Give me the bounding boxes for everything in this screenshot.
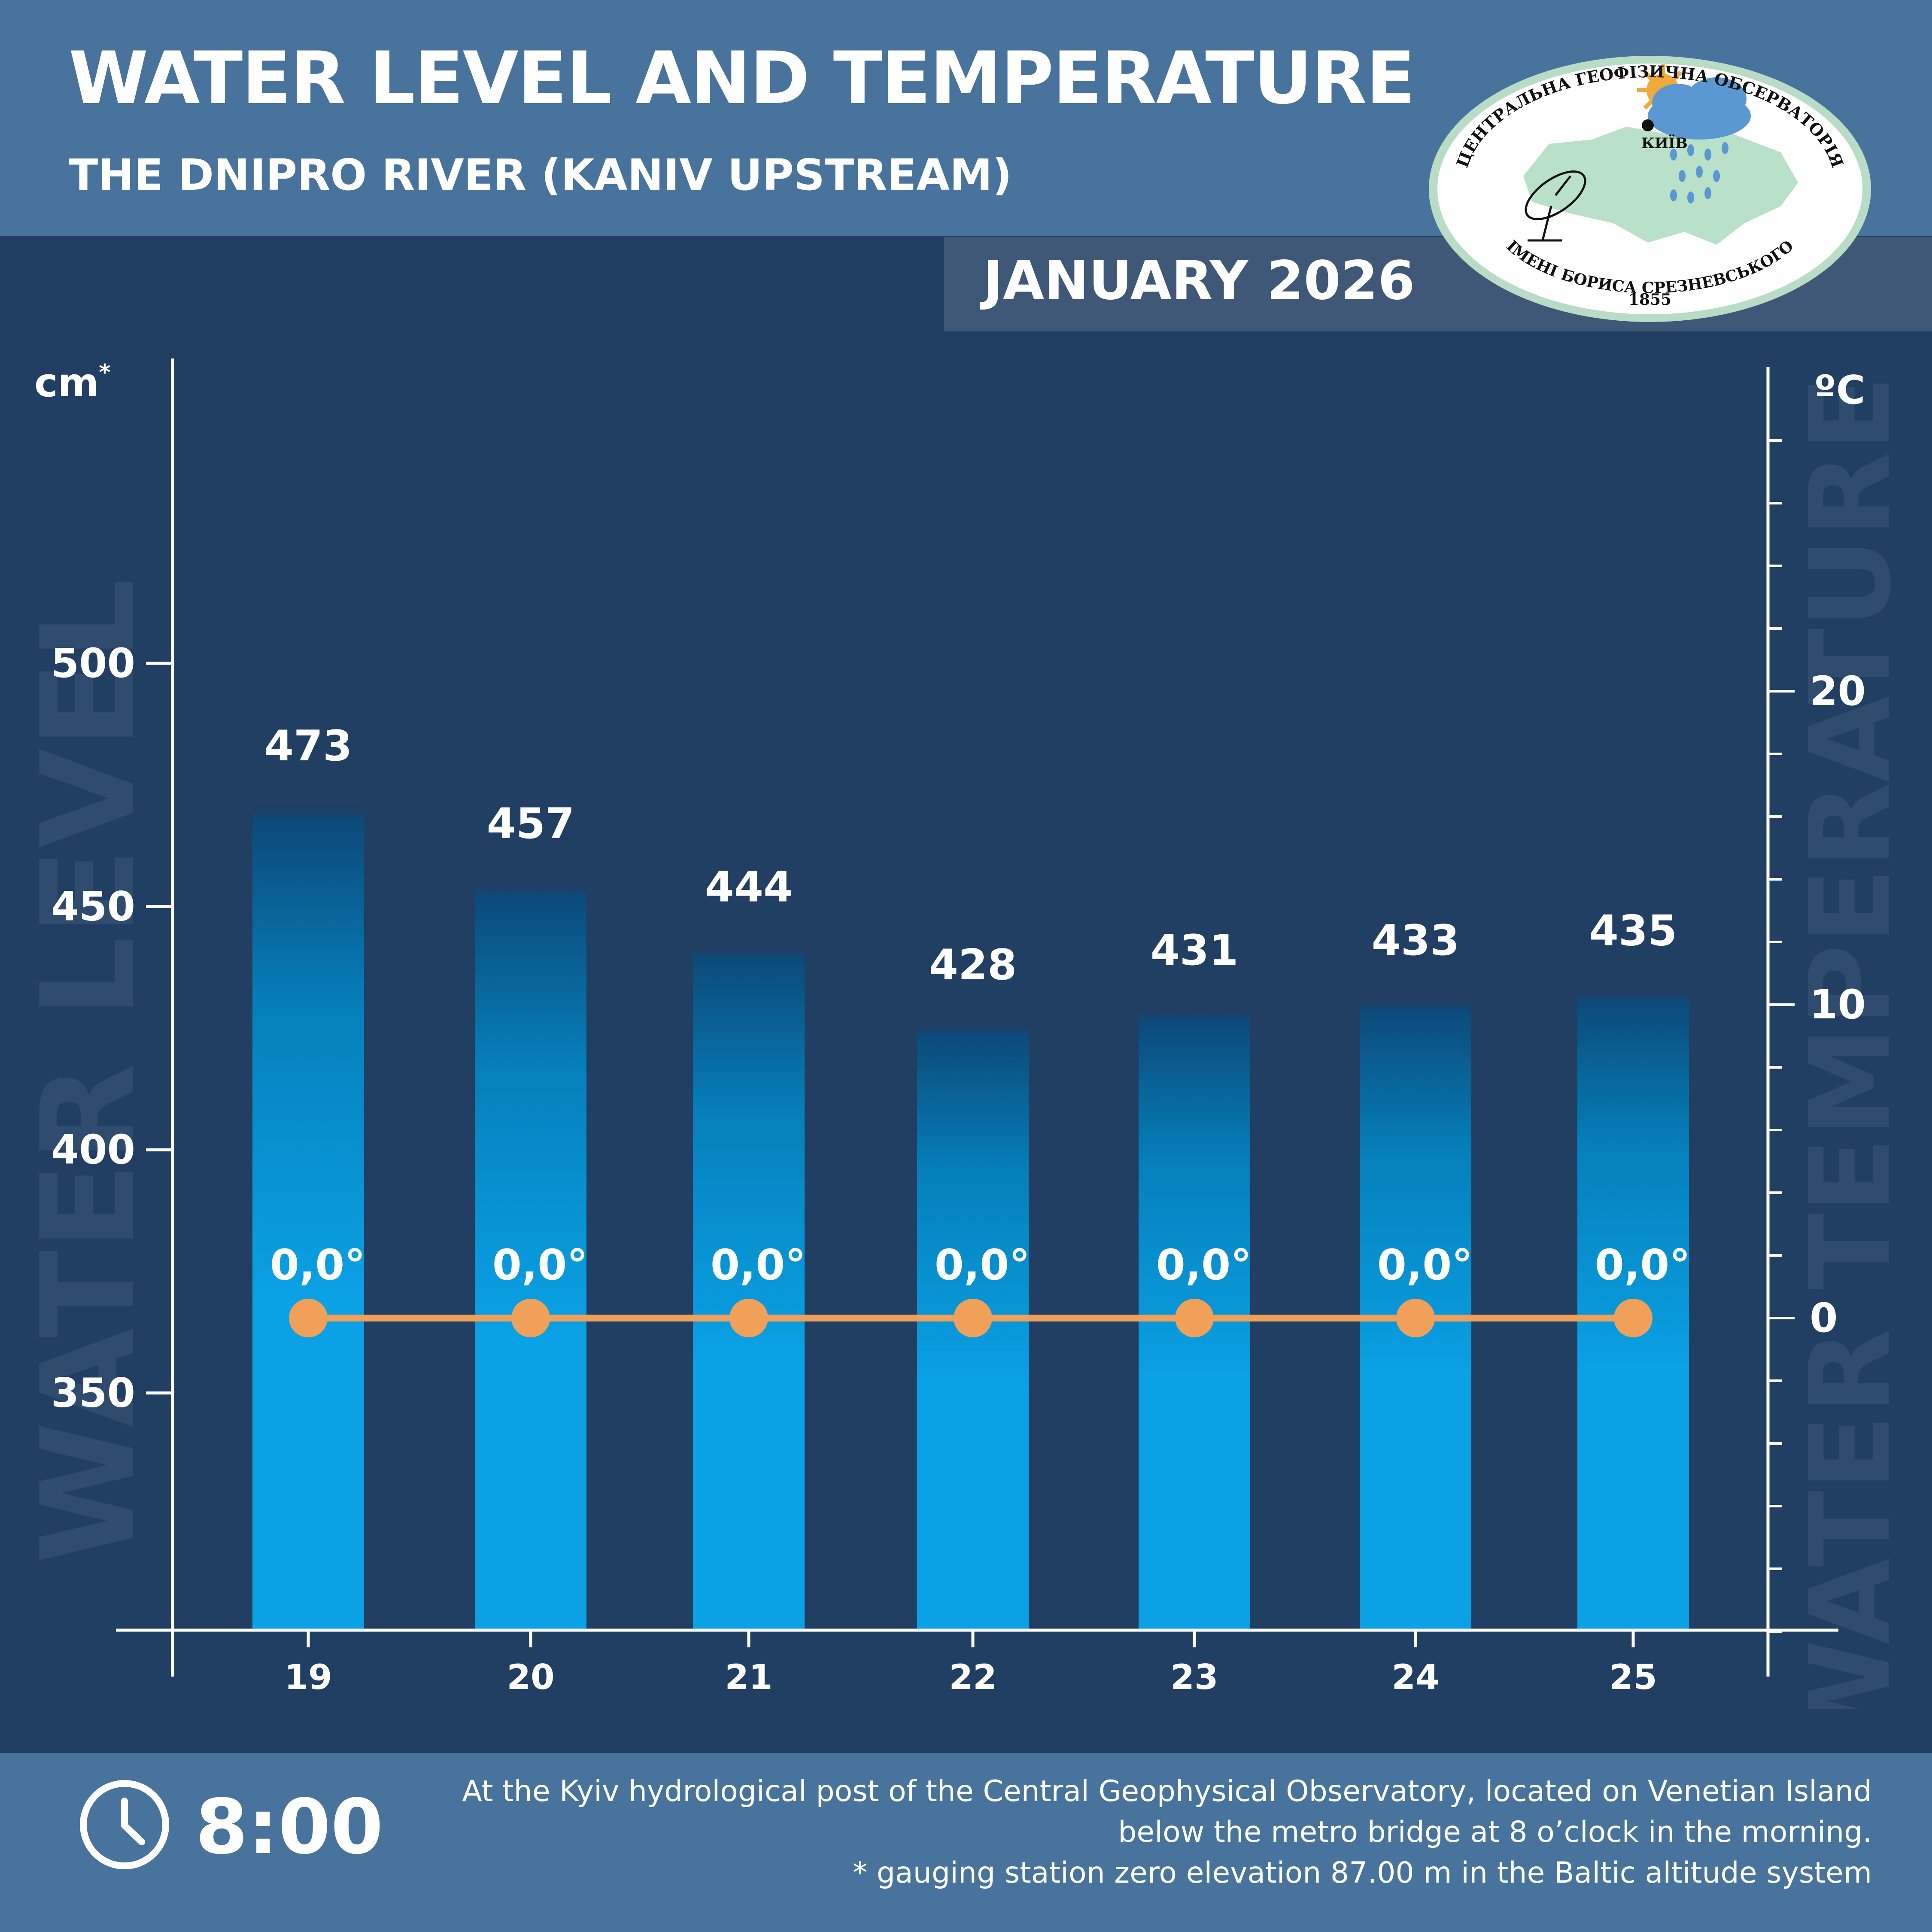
x-tick-label: 22 (949, 1657, 996, 1697)
logo-year: 1855 (1628, 291, 1671, 309)
right-tick-label: 10 (1810, 981, 1866, 1028)
left-tick-label: 350 (51, 1370, 135, 1417)
temperature-point (511, 1299, 550, 1337)
temperature-value-label: 0,0° (1595, 1241, 1691, 1290)
chart-title: WATER LEVEL AND TEMPERATURE (69, 36, 1416, 120)
temperature-value-label: 0,0° (270, 1241, 366, 1290)
kyiv-label: КИЇВ (1641, 134, 1688, 152)
temperature-point (1175, 1299, 1214, 1337)
right-tick-label: 20 (1810, 668, 1866, 715)
left-tick-label: 450 (51, 884, 135, 930)
temperature-value-label: 0,0° (492, 1241, 588, 1290)
temperature-value-label: 0,0° (1156, 1241, 1252, 1290)
temperature-point (1614, 1299, 1653, 1337)
right-axis-watermark: WATER TEMPERATURE (1786, 375, 1916, 1709)
right-axis-unit: ºC (1814, 367, 1865, 413)
bar-day-21 (693, 944, 805, 1630)
x-tick-label: 19 (284, 1657, 332, 1697)
chart-subtitle: THE DNIPRO RIVER (KANIV UPSTREAM) (69, 150, 1012, 200)
bar-value-label: 431 (1151, 926, 1239, 975)
bar-value-label: 435 (1589, 906, 1677, 955)
rain-cloud-icon (1648, 77, 1751, 204)
x-tick-label: 23 (1170, 1657, 1218, 1697)
footer-note-1: At the Kyiv hydrological post of the Cen… (462, 1774, 1872, 1808)
bar-value-label: 473 (264, 722, 352, 771)
x-tick-label: 24 (1391, 1657, 1439, 1697)
x-tick-label: 20 (507, 1657, 554, 1697)
x-tick-label: 21 (725, 1657, 772, 1697)
x-tick-label: 25 (1609, 1657, 1657, 1697)
observation-time: 8:00 (195, 1783, 383, 1871)
temperature-value-label: 0,0° (935, 1241, 1030, 1290)
right-tick-label: 0 (1810, 1295, 1838, 1342)
kyiv-dot (1642, 119, 1654, 131)
temperature-point (1396, 1299, 1435, 1337)
temperature-value-label: 0,0° (1377, 1241, 1473, 1290)
observatory-logo: КИЇВ ЦЕНТРАЛЬНА ГЕОФІЗИЧНА ОБСЕРВАТОРІЯ … (1429, 56, 1871, 322)
temperature-point (289, 1299, 328, 1337)
footer-band (0, 1753, 1932, 1932)
left-tick-label: 500 (51, 640, 135, 687)
bar-value-label: 457 (487, 799, 575, 848)
footer-note-2: below the metro bridge at 8 o’clock in t… (1118, 1815, 1872, 1850)
bar-value-label: 444 (705, 863, 793, 911)
left-axis-unit: cm* (34, 360, 111, 406)
chart-area: WATER LEVEL WATER TEMPERATURE cm* ºC 473… (14, 358, 1916, 1709)
left-tick-label: 400 (51, 1127, 135, 1173)
temperature-value-label: 0,0° (711, 1241, 806, 1290)
footer-note-3: * gauging station zero elevation 87.00 m… (853, 1856, 1872, 1890)
bar-day-20 (475, 881, 586, 1630)
clock-icon (80, 1780, 169, 1869)
bar-value-label: 428 (929, 941, 1017, 990)
bar-day-19 (252, 803, 364, 1630)
temperature-point (729, 1299, 768, 1337)
ukraine-map-shape (1523, 127, 1798, 245)
temperature-point (954, 1299, 992, 1337)
month-label: JANUARY 2026 (983, 250, 1415, 312)
bar-value-label: 433 (1372, 916, 1460, 965)
footer-notes: At the Kyiv hydrological post of the Cen… (462, 1771, 1872, 1894)
satellite-dish-icon (1525, 170, 1586, 242)
left-axis-watermark: WATER LEVEL (14, 578, 164, 1564)
